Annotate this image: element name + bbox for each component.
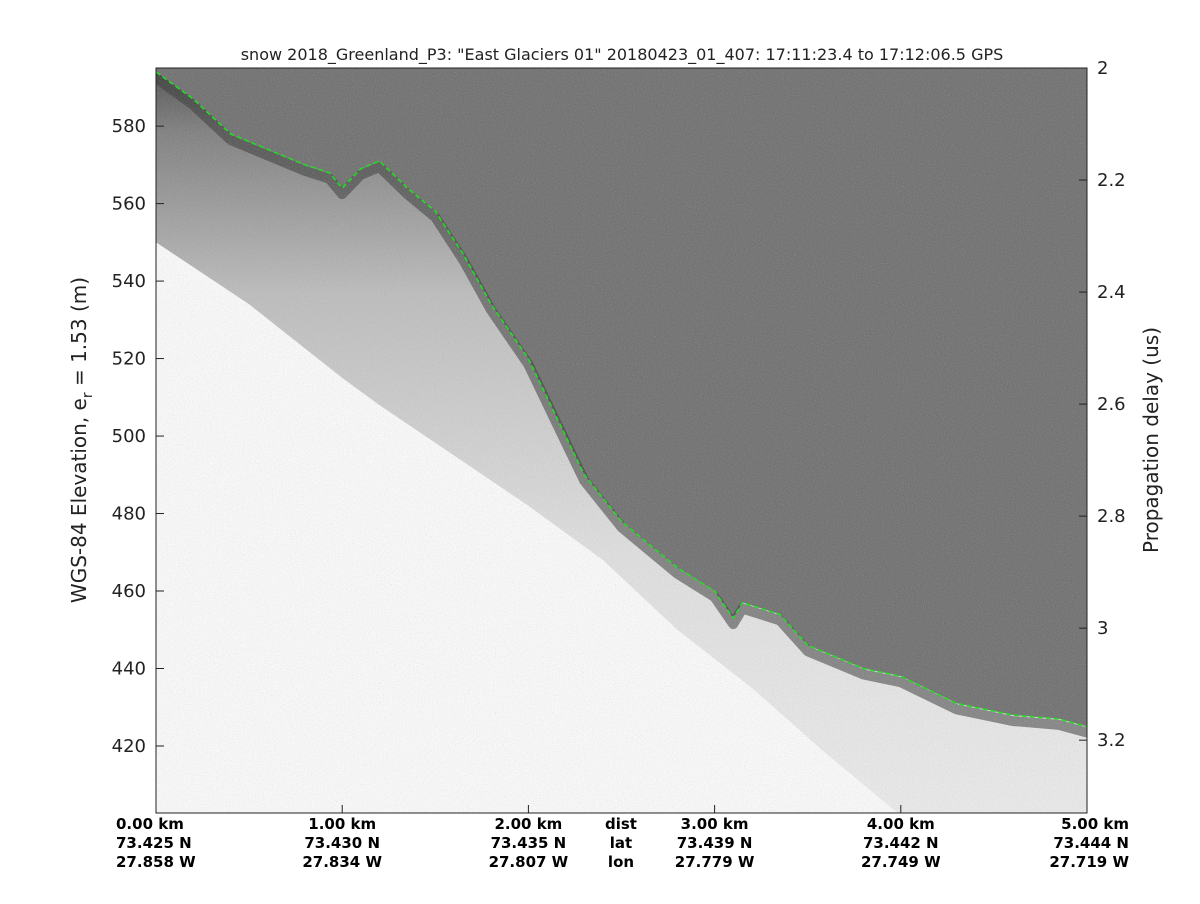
right-tick-label: 2.2 <box>1097 170 1126 191</box>
plot-area <box>156 68 1087 813</box>
right-tick-label: 2.4 <box>1097 282 1126 303</box>
right-axis: 2 2.2 2.4 2.6 2.8 3 3.2 <box>1079 58 1126 751</box>
left-tick-label: 560 <box>112 194 146 215</box>
left-axis-label-main: WGS-84 Elevation, e <box>67 398 91 603</box>
left-tick-label: 500 <box>112 426 146 447</box>
right-axis-label: Propagation delay (us) <box>1139 327 1163 553</box>
x-tick-label-lon: 27.807 W <box>489 853 569 871</box>
echogram-noise-texture <box>156 68 1087 813</box>
x-tick-label-lat: 73.425 N <box>116 834 192 852</box>
x-tick-label-lon: 27.858 W <box>116 853 196 871</box>
x-tick-label-lat: 73.444 N <box>1053 834 1129 852</box>
right-tick-label: 2 <box>1097 58 1108 79</box>
left-tick-label: 440 <box>112 658 146 679</box>
x-tick-label-dist: 2.00 km <box>494 815 562 833</box>
left-tick-label: 480 <box>112 504 146 525</box>
right-tick-label: 2.8 <box>1097 506 1126 527</box>
right-tick-label: 2.6 <box>1097 394 1126 415</box>
left-axis-label: WGS-84 Elevation, er = 1.53 (m) <box>67 277 96 603</box>
left-tick-label: 420 <box>112 736 146 757</box>
x-tick-label-lat: 73.439 N <box>677 834 753 852</box>
row-label-lat: lat <box>610 834 632 852</box>
left-tick-label: 460 <box>112 581 146 602</box>
x-tick-label-lon: 27.749 W <box>861 853 941 871</box>
x-tick-label-lat: 73.430 N <box>304 834 380 852</box>
chart-title: snow 2018_Greenland_P3: "East Glaciers 0… <box>241 45 1004 65</box>
x-tick-label-dist: 0.00 km <box>116 815 184 833</box>
x-tick-label-lon: 27.834 W <box>302 853 382 871</box>
x-tick-label-dist: 4.00 km <box>867 815 935 833</box>
left-tick-label: 540 <box>112 271 146 292</box>
right-tick-label: 3.2 <box>1097 730 1126 751</box>
x-tick-label-lon: 27.719 W <box>1049 853 1129 871</box>
x-tick-label-lat: 73.442 N <box>863 834 939 852</box>
plot-frame <box>155 67 1088 814</box>
x-tick-label-dist: 5.00 km <box>1061 815 1129 833</box>
left-tick-label: 520 <box>112 349 146 370</box>
x-tick-label-dist: 1.00 km <box>308 815 376 833</box>
x-tick-label-lon: 27.779 W <box>675 853 755 871</box>
right-tick-label: 3 <box>1097 618 1108 639</box>
left-axis-label-suffix: = 1.53 (m) <box>67 277 91 392</box>
x-tick-label-dist: 3.00 km <box>681 815 749 833</box>
row-label-dist: dist <box>605 815 637 833</box>
row-label-lon: lon <box>608 853 634 871</box>
surface-tracking-line <box>156 71 1087 728</box>
left-tick-label: 580 <box>112 116 146 137</box>
left-axis: 580 560 540 520 500 480 460 440 420 <box>112 116 164 757</box>
x-tick-label-lat: 73.435 N <box>491 834 567 852</box>
left-axis-label-subscript: r <box>80 392 96 398</box>
